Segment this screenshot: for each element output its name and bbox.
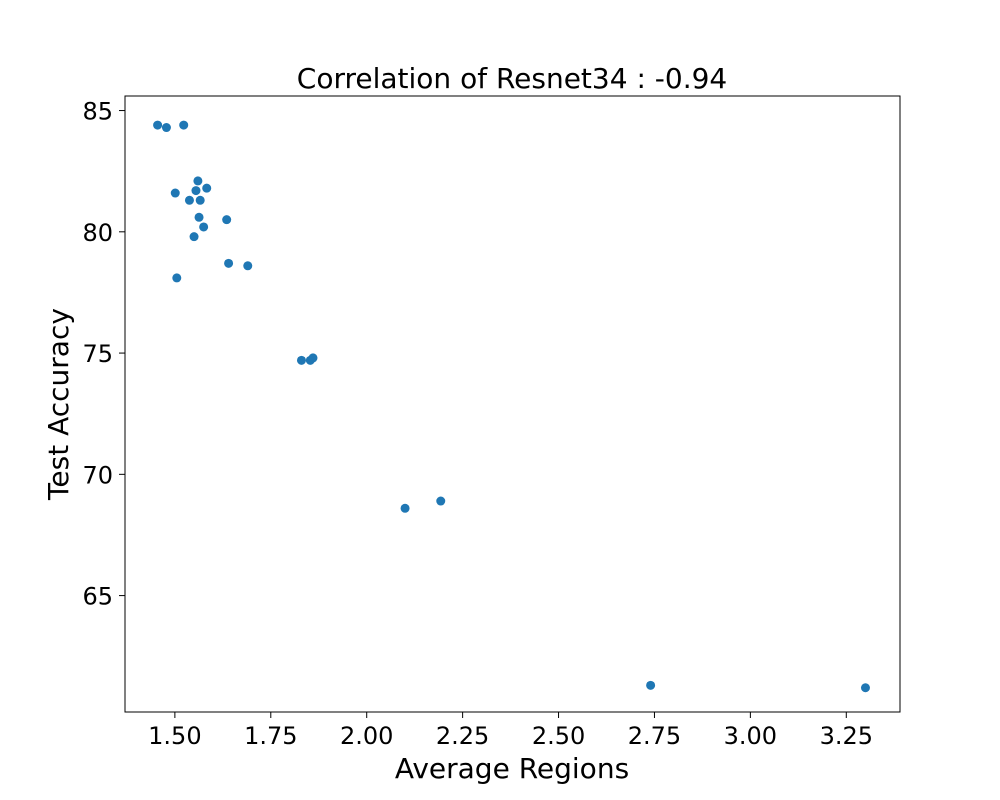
x-tick-label: 2.50: [532, 722, 585, 750]
x-tick-label: 3.25: [820, 722, 873, 750]
x-tick-label: 1.75: [244, 722, 297, 750]
data-point: [222, 215, 232, 225]
x-tick-label: 1.50: [148, 722, 201, 750]
data-point: [308, 353, 318, 363]
data-point: [193, 176, 203, 186]
x-tick-label: 2.75: [628, 722, 681, 750]
data-point: [170, 188, 180, 198]
chart-title: Correlation of Resnet34 : -0.94: [297, 62, 727, 95]
plot-area: [124, 95, 901, 713]
x-tick-label: 2.25: [436, 722, 489, 750]
data-point: [189, 232, 199, 242]
data-point: [199, 222, 209, 232]
y-tick-label: 75: [82, 340, 113, 368]
data-point: [436, 496, 446, 506]
x-axis: 1.50 1.75 2.00 2.25 2.50 2.75 3.00 3.25: [148, 712, 873, 750]
y-tick-label: 80: [82, 219, 113, 247]
data-point: [860, 683, 870, 693]
data-points: [153, 120, 870, 693]
data-point: [191, 186, 201, 196]
x-tick-label: 2.00: [340, 722, 393, 750]
data-point: [646, 680, 656, 690]
data-point: [195, 195, 205, 205]
data-point: [194, 212, 204, 222]
data-point: [179, 120, 189, 130]
data-point: [172, 273, 182, 283]
data-point: [153, 120, 163, 130]
x-tick-label: 3.00: [724, 722, 777, 750]
data-point: [184, 195, 194, 205]
data-point: [296, 355, 306, 365]
data-point: [202, 183, 212, 193]
x-axis-title: Average Regions: [395, 752, 629, 785]
data-point: [224, 258, 234, 268]
y-axis: 65 70 75 80 85: [82, 98, 125, 611]
plot-frame: [124, 95, 901, 713]
data-point: [161, 123, 171, 133]
y-tick-label: 85: [82, 98, 113, 126]
y-axis-title: Test Accuracy: [42, 308, 75, 501]
y-tick-label: 65: [82, 583, 113, 611]
data-point: [400, 503, 410, 513]
data-point: [243, 261, 253, 271]
y-tick-label: 70: [82, 461, 113, 489]
